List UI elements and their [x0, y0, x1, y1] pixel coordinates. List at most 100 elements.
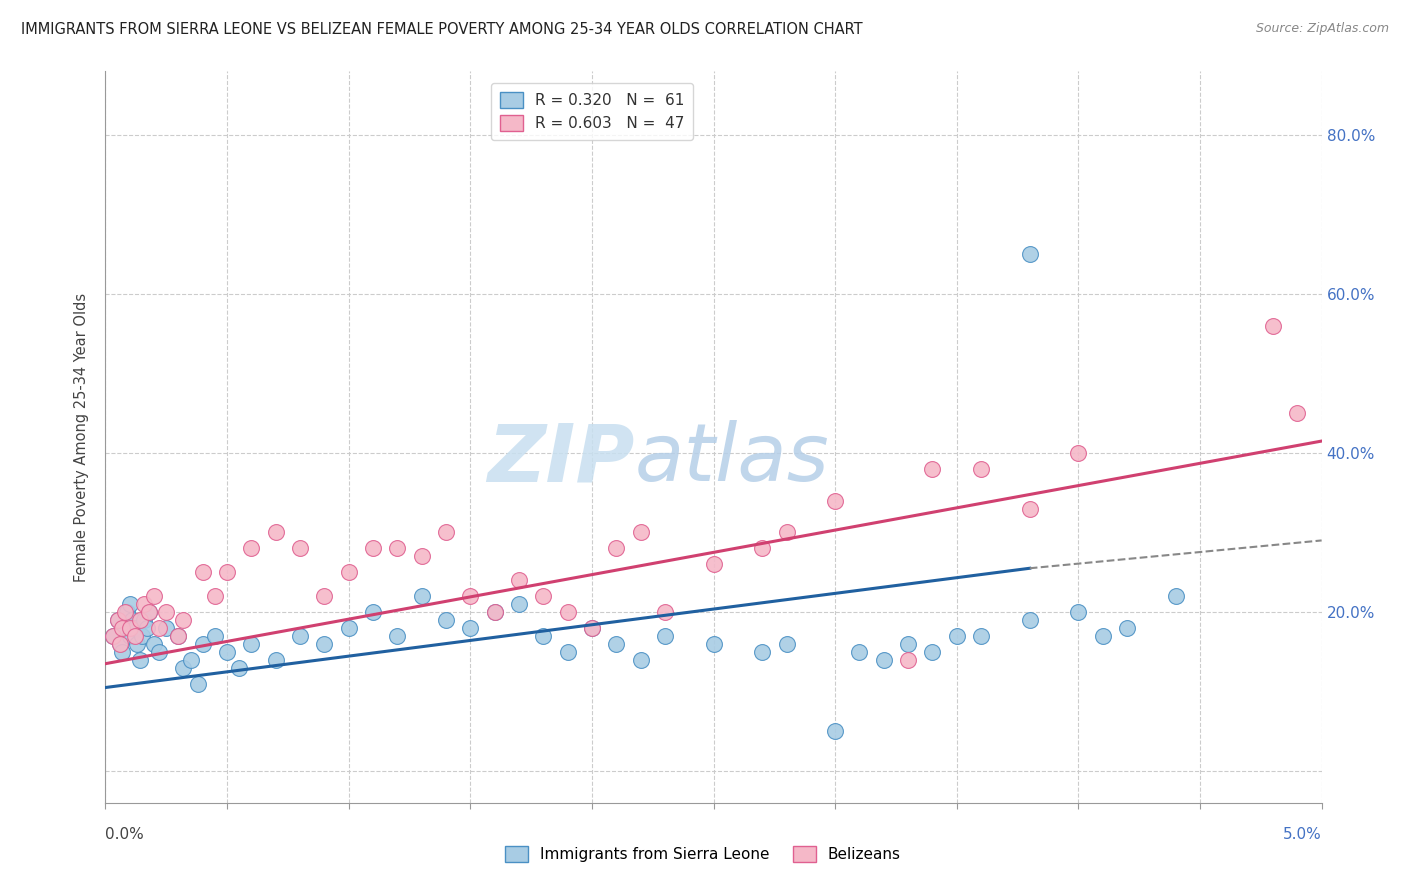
Point [411, 549, 433, 564]
Point [240, 541, 263, 556]
Point [921, 645, 943, 659]
Point [434, 613, 457, 627]
Point [148, 621, 170, 635]
Point [581, 621, 603, 635]
Point [167, 629, 190, 643]
Point [124, 621, 146, 635]
Point [111, 645, 134, 659]
Point [508, 597, 530, 611]
Point [314, 589, 336, 603]
Point [824, 493, 846, 508]
Point [228, 660, 250, 674]
Point [897, 653, 920, 667]
Point [605, 637, 627, 651]
Point [1067, 605, 1090, 619]
Point [458, 621, 481, 635]
Point [108, 637, 131, 651]
Point [361, 605, 384, 619]
Point [191, 566, 214, 580]
Point [1067, 446, 1090, 460]
Point [751, 645, 773, 659]
Point [121, 613, 143, 627]
Point [921, 462, 943, 476]
Point [557, 645, 579, 659]
Point [172, 613, 194, 627]
Point [897, 637, 920, 651]
Point [143, 637, 166, 651]
Point [118, 621, 141, 635]
Point [411, 589, 433, 603]
Point [191, 637, 214, 651]
Point [204, 589, 226, 603]
Point [873, 653, 896, 667]
Point [118, 597, 141, 611]
Point [240, 637, 263, 651]
Point [775, 637, 797, 651]
Point [155, 621, 177, 635]
Point [114, 605, 136, 619]
Point [824, 724, 846, 739]
Point [117, 605, 139, 619]
Text: Source: ZipAtlas.com: Source: ZipAtlas.com [1256, 22, 1389, 36]
Legend: R = 0.320   N =  61, R = 0.603   N =  47: R = 0.320 N = 61, R = 0.603 N = 47 [491, 83, 693, 140]
Point [702, 637, 725, 651]
Point [128, 653, 150, 667]
Point [167, 629, 190, 643]
Point [848, 645, 870, 659]
Point [107, 613, 129, 627]
Point [217, 645, 239, 659]
Point [387, 541, 409, 556]
Point [1018, 247, 1040, 261]
Point [148, 645, 170, 659]
Point [458, 589, 481, 603]
Point [970, 462, 993, 476]
Point [1164, 589, 1187, 603]
Point [111, 621, 134, 635]
Text: atlas: atlas [634, 420, 830, 498]
Point [337, 621, 360, 635]
Text: 0.0%: 0.0% [105, 827, 145, 841]
Point [101, 629, 124, 643]
Point [128, 613, 150, 627]
Point [337, 566, 360, 580]
Point [108, 637, 131, 651]
Point [581, 621, 603, 635]
Point [751, 541, 773, 556]
Point [143, 589, 166, 603]
Point [288, 629, 311, 643]
Point [970, 629, 993, 643]
Point [630, 525, 652, 540]
Point [1116, 621, 1139, 635]
Point [217, 566, 239, 580]
Point [1286, 406, 1309, 420]
Text: IMMIGRANTS FROM SIERRA LEONE VS BELIZEAN FEMALE POVERTY AMONG 25-34 YEAR OLDS CO: IMMIGRANTS FROM SIERRA LEONE VS BELIZEAN… [21, 22, 863, 37]
Text: ZIP: ZIP [486, 420, 634, 498]
Point [1018, 613, 1040, 627]
Point [264, 525, 287, 540]
Point [1018, 501, 1040, 516]
Point [124, 629, 146, 643]
Point [131, 629, 153, 643]
Point [264, 653, 287, 667]
Y-axis label: Female Poverty Among 25-34 Year Olds: Female Poverty Among 25-34 Year Olds [75, 293, 90, 582]
Point [134, 597, 156, 611]
Legend: Immigrants from Sierra Leone, Belizeans: Immigrants from Sierra Leone, Belizeans [499, 839, 907, 868]
Point [187, 676, 209, 690]
Point [134, 613, 156, 627]
Point [155, 605, 177, 619]
Point [484, 605, 506, 619]
Point [1261, 318, 1284, 333]
Point [605, 541, 627, 556]
Point [557, 605, 579, 619]
Point [702, 558, 725, 572]
Point [1091, 629, 1114, 643]
Point [531, 629, 554, 643]
Point [654, 629, 676, 643]
Point [107, 613, 129, 627]
Point [180, 653, 202, 667]
Point [654, 605, 676, 619]
Point [135, 621, 157, 635]
Point [118, 629, 141, 643]
Point [945, 629, 967, 643]
Point [314, 637, 336, 651]
